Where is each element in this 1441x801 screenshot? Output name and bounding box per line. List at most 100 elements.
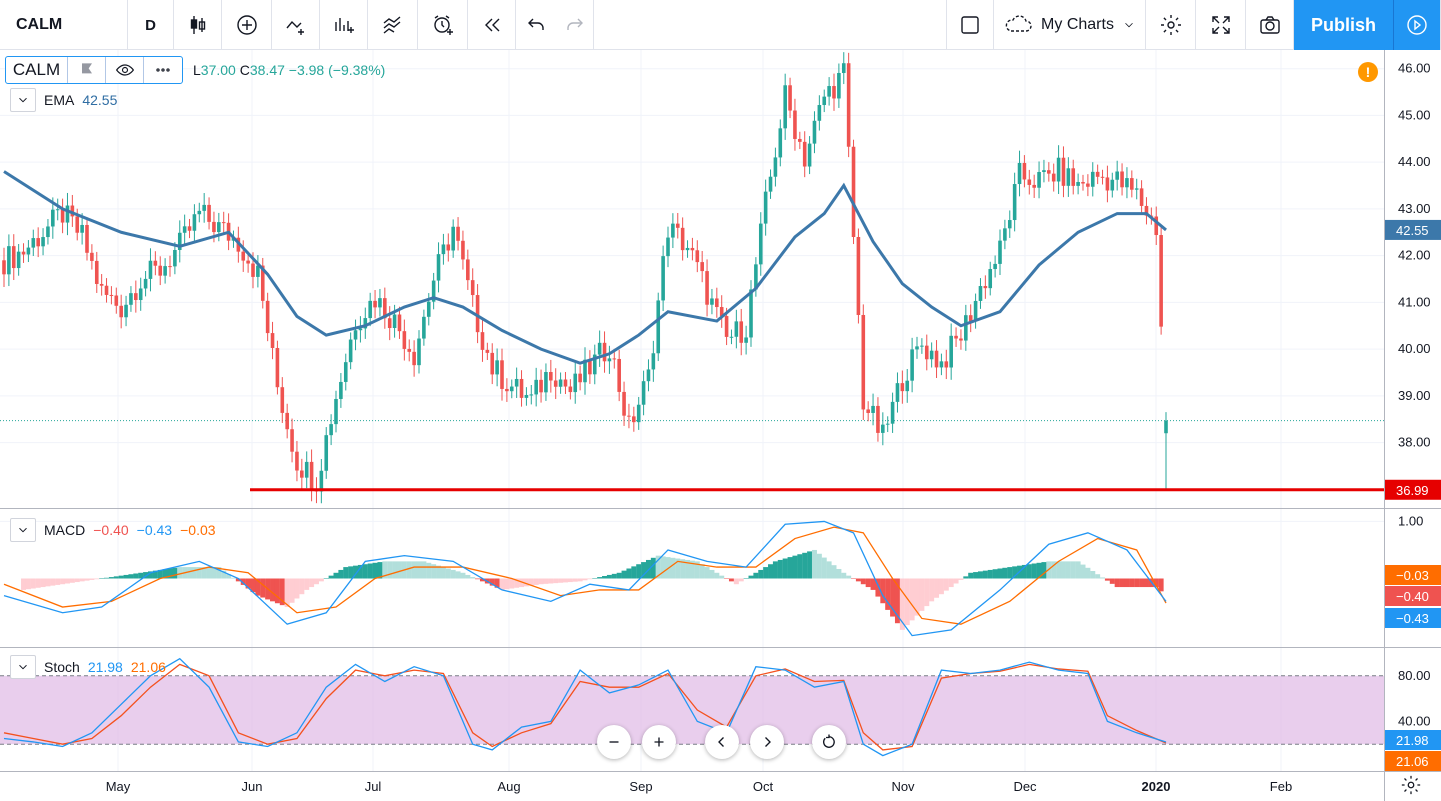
stoch-collapse-toggle[interactable] (10, 655, 36, 679)
more-icon[interactable] (144, 57, 182, 83)
candle-body (1120, 171, 1124, 188)
candle-body (627, 415, 631, 417)
candle-body (1100, 176, 1105, 178)
macd-histogram-bar (323, 578, 329, 579)
select-layout-icon[interactable] (946, 0, 994, 50)
low-label: L (193, 62, 201, 78)
macd-collapse-toggle[interactable] (10, 518, 36, 542)
macd-histogram-bar (860, 578, 866, 585)
fullscreen-icon[interactable] (1196, 0, 1246, 50)
stoch-price-label-bg (1385, 730, 1441, 750)
macd-histogram-bar (670, 557, 676, 579)
reset-chart-button[interactable] (812, 725, 846, 759)
macd-signal-value: −0.43 (136, 522, 173, 538)
candle-body (573, 373, 578, 393)
macd-histogram-bar (963, 576, 969, 579)
scale-settings-gear-icon[interactable] (1400, 774, 1422, 796)
x-axis-tick-label: Sep (629, 779, 652, 794)
candle-body (1066, 168, 1071, 186)
candle-body (285, 412, 289, 430)
candle-body (841, 63, 846, 73)
macd-name: MACD (44, 522, 86, 538)
templates-icon[interactable] (368, 0, 418, 50)
stoch-k-value: 21.98 (87, 659, 123, 675)
macd-histogram-bar (987, 569, 993, 579)
candle-body (729, 336, 734, 338)
macd-histogram-bar (709, 569, 715, 579)
macd-histogram-bar (743, 578, 749, 579)
play-icon[interactable] (1394, 0, 1441, 50)
candle-body (304, 461, 309, 478)
flag-icon[interactable] (68, 57, 106, 83)
macd-histogram-bar (240, 578, 246, 585)
macd-histogram-bar (992, 569, 998, 579)
candles-icon[interactable] (174, 0, 222, 50)
macd-histogram-bar (602, 576, 608, 579)
candle-body (85, 224, 89, 253)
macd-histogram-bar (416, 561, 422, 579)
compare-icon[interactable] (272, 0, 320, 50)
candle-body (104, 285, 109, 295)
macd-histogram-bar (1100, 577, 1106, 579)
macd-histogram-bar (831, 565, 837, 579)
macd-histogram-bar (592, 578, 598, 579)
candle-body (197, 210, 202, 215)
indicators-icon[interactable] (320, 0, 368, 50)
candle-body (41, 237, 45, 247)
zoom-in-button[interactable] (642, 725, 676, 759)
macd-histogram-bar (333, 572, 339, 579)
candle-body (549, 372, 553, 381)
alert-icon[interactable] (418, 0, 468, 50)
candle-body (251, 263, 255, 277)
macd-histogram-bar (509, 578, 515, 589)
candle-body (754, 264, 758, 290)
interval-button[interactable]: D (128, 0, 174, 50)
macd-histogram-bar (431, 564, 437, 579)
add-indicator-icon[interactable] (222, 0, 272, 50)
publish-button[interactable]: Publish (1294, 0, 1394, 50)
macd-histogram-bar (538, 578, 544, 585)
scroll-left-button[interactable] (705, 725, 739, 759)
macd-histogram-bar (1124, 578, 1130, 588)
candle-body (622, 391, 626, 416)
warning-icon[interactable]: ! (1358, 62, 1378, 82)
redo-icon[interactable] (556, 0, 594, 50)
undo-icon[interactable] (516, 0, 556, 50)
macd-histogram-bar (1065, 561, 1071, 579)
candle-body (119, 305, 123, 318)
scroll-right-button[interactable] (750, 725, 784, 759)
candle-body (671, 223, 675, 238)
close-value: 38.47 (249, 62, 285, 78)
macd-histogram-bar (997, 568, 1003, 579)
symbol-search-button[interactable]: CALM (0, 0, 128, 50)
ema-collapse-toggle[interactable] (10, 88, 36, 112)
x-axis-tick-label: Jun (242, 779, 263, 794)
macd-signal-line (3, 526, 1167, 625)
candle-body (1095, 171, 1100, 177)
candle-body (1032, 184, 1036, 188)
legend-symbol[interactable]: CALM (6, 57, 68, 83)
macd-histogram-bar (84, 578, 90, 581)
candle-body (944, 361, 949, 368)
macd-histogram-bar (128, 574, 134, 579)
macd-histogram-bar (177, 567, 183, 579)
candle-body (70, 205, 75, 217)
camera-icon[interactable] (1246, 0, 1294, 50)
macd-histogram-bar (763, 567, 769, 579)
macd-histogram-bar (255, 578, 261, 596)
eye-icon[interactable] (106, 57, 144, 83)
replay-icon[interactable] (468, 0, 516, 50)
macd-histogram-bar (694, 561, 700, 579)
my-charts-button[interactable]: My Charts (994, 0, 1146, 50)
macd-histogram-bar (465, 574, 471, 579)
candle-body (895, 383, 900, 402)
macd-histogram-bar (714, 572, 720, 579)
macd-histogram-bar (894, 578, 900, 624)
candle-body (451, 226, 455, 251)
candle-body (851, 146, 856, 238)
zoom-out-button[interactable] (597, 725, 631, 759)
candle-body (16, 251, 21, 269)
candle-body (583, 359, 587, 383)
settings-gear-icon[interactable] (1146, 0, 1196, 50)
